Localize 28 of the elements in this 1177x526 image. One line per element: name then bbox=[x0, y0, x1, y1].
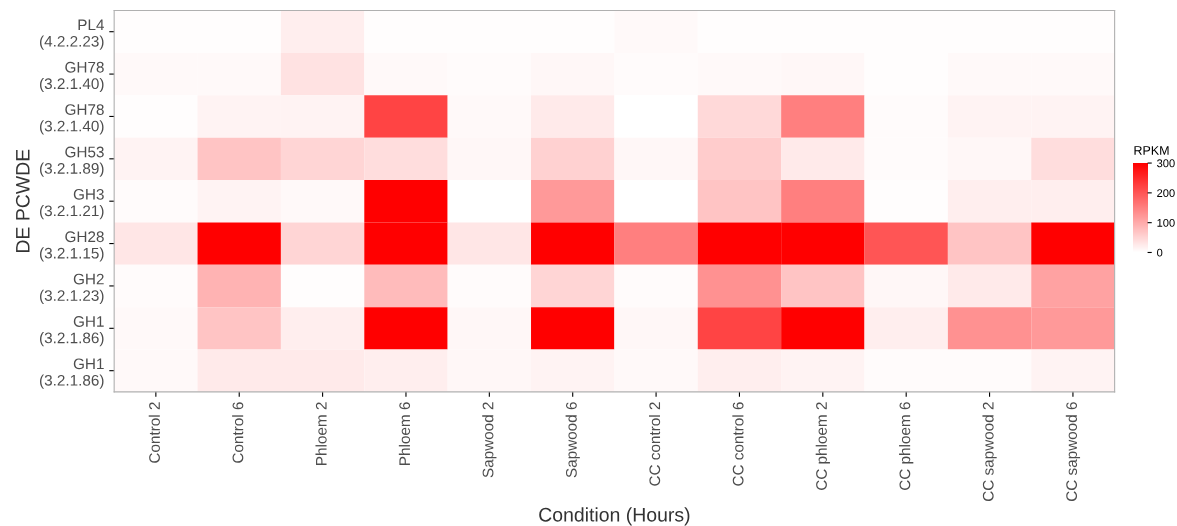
x-tick-label: Phloem 2 bbox=[315, 402, 327, 465]
y-tick-label: GH1 (3.2.1.86) bbox=[40, 316, 104, 347]
color-bar-label: 200 bbox=[1157, 189, 1175, 197]
x-tick-label: CC phloem 6 bbox=[899, 402, 914, 490]
y-tick-label: PL4 (4.2.2.23) bbox=[40, 19, 104, 50]
color-bar-label: 300 bbox=[1157, 159, 1175, 168]
y-tick-label: GH28 (3.2.1.15) bbox=[40, 231, 104, 262]
y-axis-title: DE PCWDE bbox=[15, 149, 30, 252]
y-tick-label: GH78 (3.2.1.40) bbox=[40, 61, 104, 93]
x-tick-label: Control 6 bbox=[232, 402, 244, 463]
y-tick-label: GH53 (3.2.1.89) bbox=[40, 146, 104, 177]
y-tick-label: GH3 (3.2.1.21) bbox=[40, 188, 104, 220]
x-tick-label: CC sapwood 6 bbox=[1065, 402, 1081, 502]
color-bar-label: 100 bbox=[1157, 218, 1175, 227]
x-tick-label: CC control 2 bbox=[648, 402, 661, 486]
x-tick-label: CC control 6 bbox=[732, 402, 744, 486]
y-tick-label: GH2 (3.2.1.23) bbox=[40, 273, 104, 304]
x-axis-title: Condition (Hours) bbox=[539, 507, 690, 526]
x-tick-label: Control 2 bbox=[148, 402, 160, 463]
color-bar-label: 0 bbox=[1157, 248, 1163, 257]
color-bar-title: RPKM bbox=[1134, 146, 1169, 155]
y-tick-label: GH1 (3.2.1.86) bbox=[40, 358, 104, 389]
y-tick-label: GH78 (3.2.1.40) bbox=[40, 104, 104, 135]
x-tick-label: CC sapwood 2 bbox=[982, 402, 997, 502]
x-tick-label: CC phloem 2 bbox=[815, 402, 830, 490]
x-tick-label: Sapwood 6 bbox=[565, 402, 580, 478]
x-tick-label: Sapwood 2 bbox=[482, 402, 497, 478]
x-tick-label: Phloem 6 bbox=[398, 402, 411, 465]
